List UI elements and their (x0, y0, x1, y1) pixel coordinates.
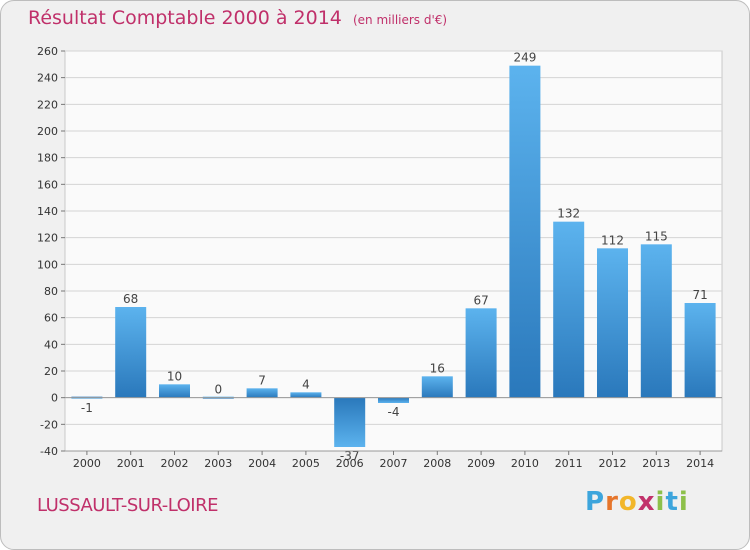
logo-letter: r (605, 487, 619, 517)
logo-letter: x (637, 487, 656, 517)
x-tick-label-2002: 2002 (161, 457, 189, 470)
x-tick-label-2001: 2001 (117, 457, 145, 470)
y-axis: -40 -20 0 20 40 60 80 100 120 140 160 180 200 220 240 2… (37, 45, 65, 458)
data-label-2005: 4 (302, 377, 310, 391)
chart-title: Résultat Comptable 2000 à 2014 (28, 7, 342, 29)
bar-2008 (421, 376, 453, 398)
logo-letter: i (678, 487, 689, 517)
y-tick-label: 200 (37, 125, 58, 138)
x-tick-label-2013: 2013 (642, 457, 670, 470)
x-tick-label-2005: 2005 (292, 457, 320, 470)
bar-2005 (290, 392, 322, 398)
y-tick-label: -20 (40, 418, 58, 431)
logo-letter: t (665, 487, 679, 517)
data-label-2011: 132 (557, 207, 580, 221)
data-label-2012: 112 (601, 233, 624, 247)
x-tick-label-2012: 2012 (599, 457, 627, 470)
x-tick-label-2006: 2006 (336, 457, 364, 470)
bar-2014 (684, 303, 716, 398)
data-label-2002: 10 (167, 369, 182, 383)
data-label-2000: -1 (81, 401, 93, 415)
x-tick-label-2008: 2008 (423, 457, 451, 470)
proxiti-logo: Proxiti (585, 487, 689, 517)
y-tick-label: 20 (44, 365, 58, 378)
y-tick-label: 180 (37, 152, 58, 165)
logo-letter: o (618, 487, 638, 517)
y-tick-label: 100 (37, 258, 58, 271)
data-label-2006: -37 (340, 449, 360, 463)
bar-2007 (378, 397, 409, 403)
data-label-2003: 0 (214, 383, 222, 397)
bar-2011 (553, 221, 585, 398)
y-tick-label: 140 (37, 205, 58, 218)
x-tick-label-2003: 2003 (204, 457, 232, 470)
x-tick-label-2014: 2014 (686, 457, 714, 470)
data-label-2009: 67 (473, 293, 488, 307)
data-label-2004: 7 (258, 373, 266, 387)
x-tick-label-2011: 2011 (555, 457, 583, 470)
bar-2006 (334, 397, 366, 447)
bar-2010 (509, 65, 541, 398)
data-label-2007: -4 (388, 405, 400, 419)
y-tick-label: 0 (51, 392, 58, 405)
data-label-2013: 115 (645, 229, 668, 243)
x-tick-label-2000: 2000 (73, 457, 101, 470)
y-tick-label: 80 (44, 285, 58, 298)
y-tick-label: 240 (37, 72, 58, 85)
y-tick-label: 40 (44, 338, 58, 351)
logo-letter: i (655, 487, 666, 517)
data-label-2008: 16 (430, 361, 445, 375)
logo-letter: P (585, 487, 606, 517)
y-tick-label: 60 (44, 312, 58, 325)
bar-2002 (159, 384, 190, 398)
chart-subtitle: (en milliers d'€) (352, 13, 448, 27)
x-tick-label-2009: 2009 (467, 457, 495, 470)
y-tick-label: 220 (37, 98, 58, 111)
data-label-2001: 68 (123, 292, 138, 306)
bar-2009 (465, 308, 497, 398)
x-tick-label-2010: 2010 (511, 457, 539, 470)
title-row: Résultat Comptable 2000 à 2014 (en milli… (28, 7, 447, 29)
bar-2001 (115, 307, 147, 398)
y-tick-label: -40 (40, 445, 58, 458)
x-tick-label-2007: 2007 (380, 457, 408, 470)
y-tick-label: 120 (37, 232, 58, 245)
y-tick-label: 160 (37, 178, 58, 191)
y-tick-label: 260 (37, 45, 58, 58)
town-name: LUSSAULT-SUR-LOIRE (37, 495, 218, 516)
x-axis: 2000 2001 2002 2003 2004 2005 2006 2007 2008 2009… (65, 397, 722, 470)
bars: -1 68 10 0 7 4 -37 -4 16 67 249 132 112 115 71 (71, 51, 716, 463)
bar-2004 (246, 388, 278, 398)
data-label-2010: 249 (513, 51, 536, 65)
x-tick-label-2004: 2004 (248, 457, 276, 470)
bar-2012 (597, 248, 628, 398)
data-label-2014: 71 (692, 288, 707, 302)
bar-2013 (640, 244, 672, 398)
